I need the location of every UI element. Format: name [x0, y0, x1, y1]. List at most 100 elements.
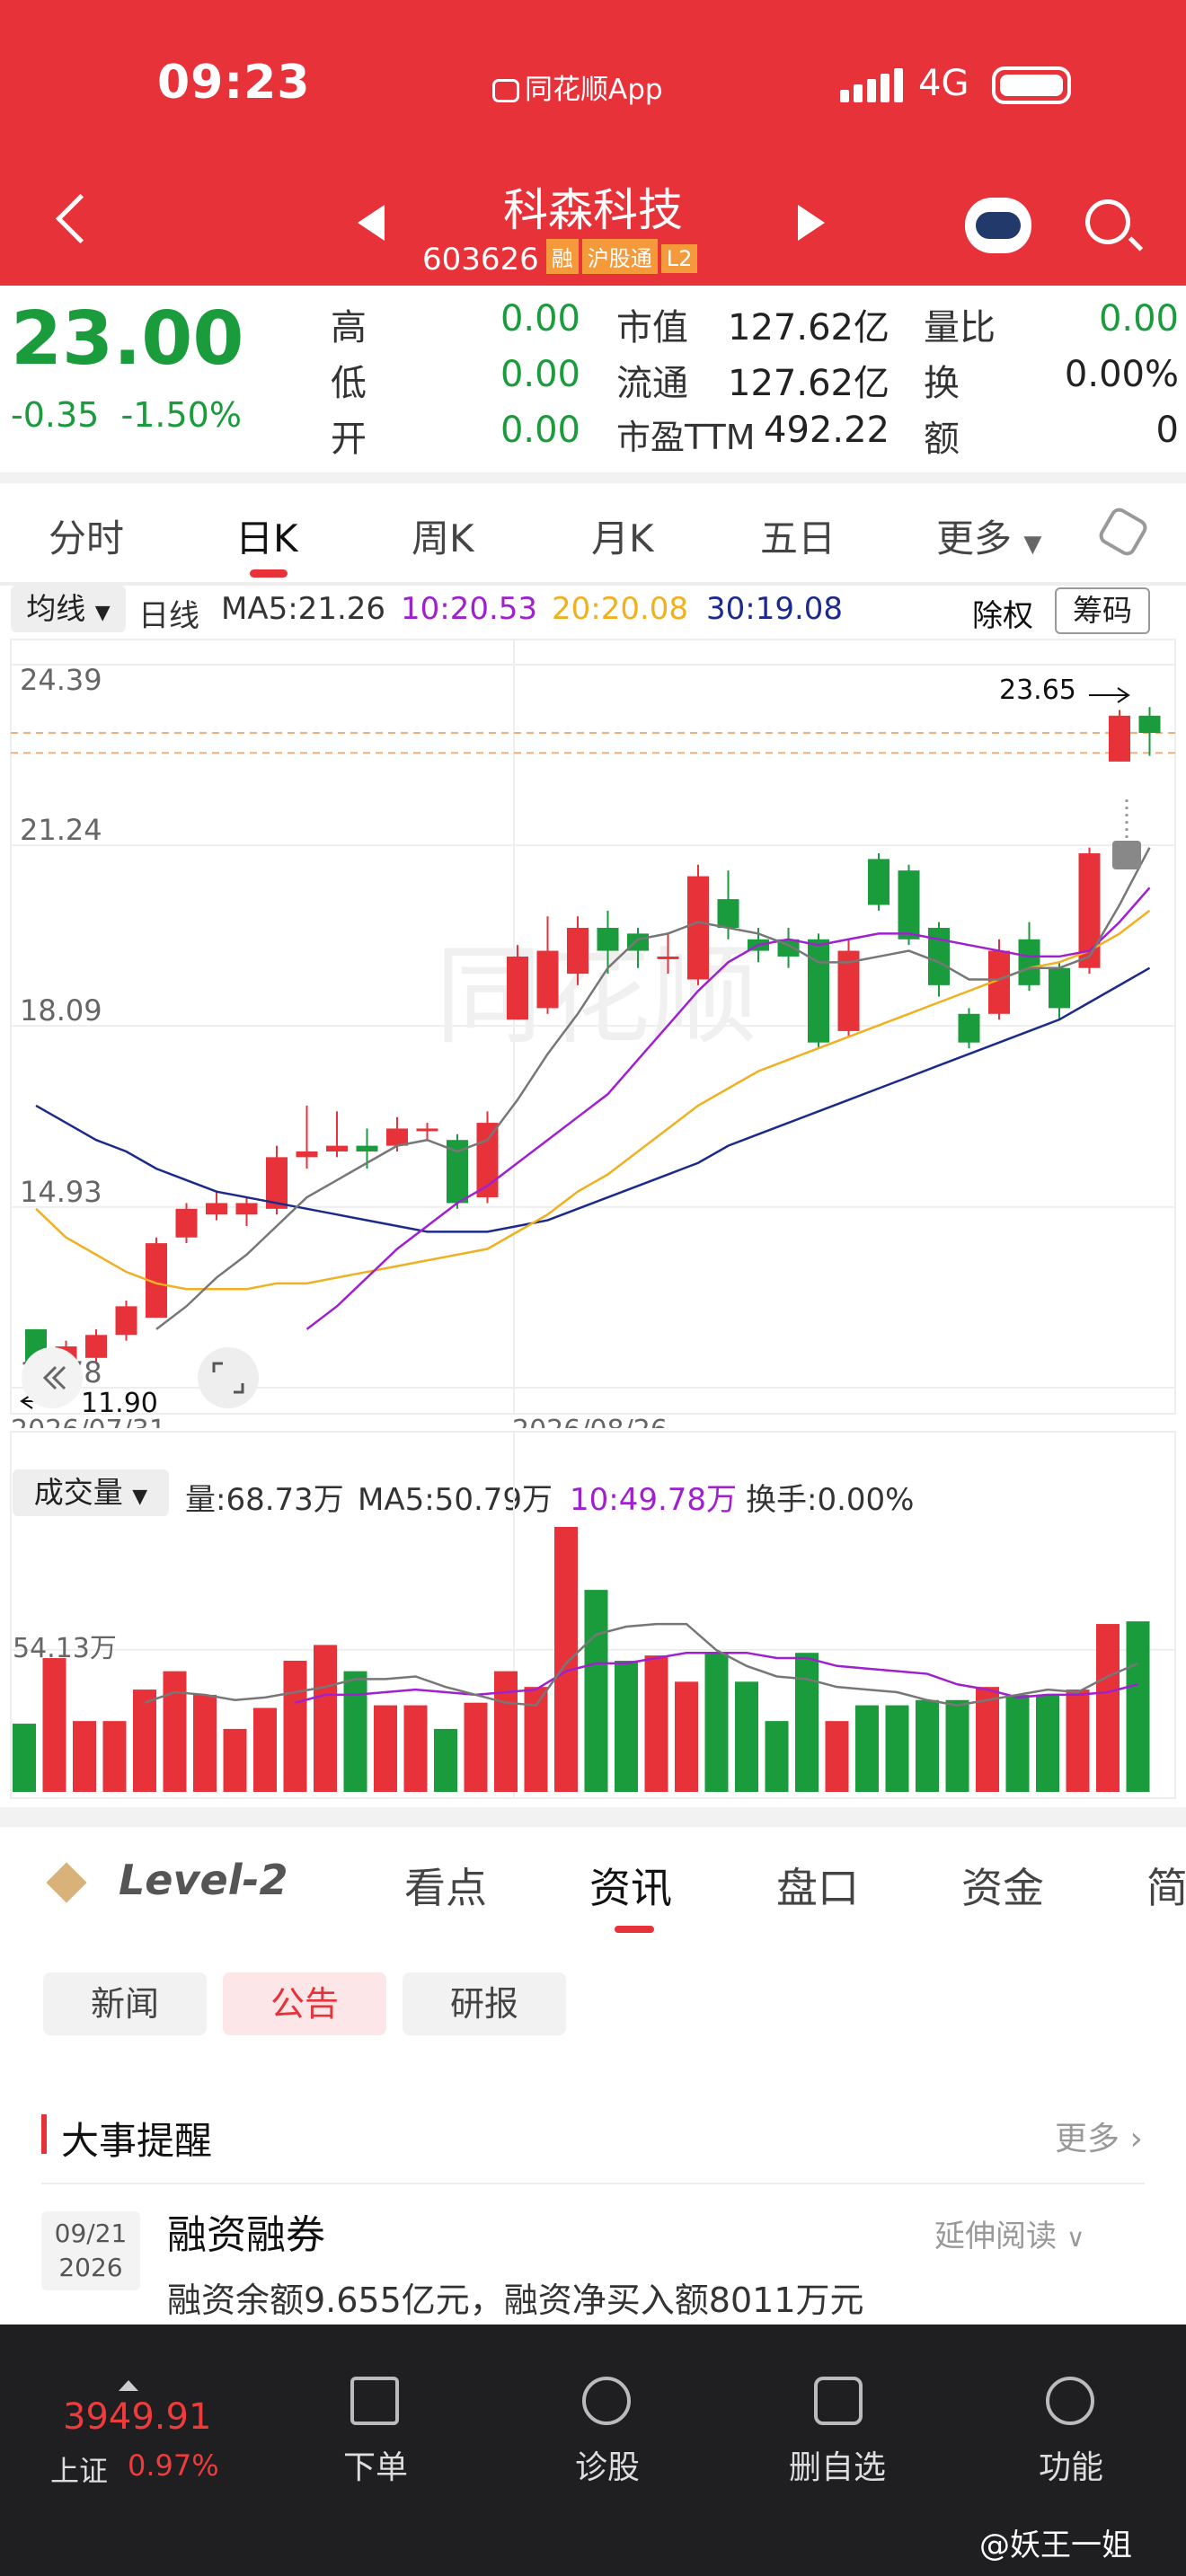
volume-bar[interactable] — [314, 1645, 337, 1792]
candle[interactable] — [296, 1105, 318, 1169]
candle[interactable] — [777, 928, 800, 968]
candle[interactable] — [657, 933, 679, 975]
candle[interactable] — [868, 853, 890, 911]
volume-bar[interactable] — [675, 1681, 698, 1792]
tab-weekly-k[interactable]: 周K — [412, 516, 474, 560]
settings-icon[interactable] — [1095, 504, 1151, 560]
events-more-link[interactable]: 更多 › — [1055, 2113, 1143, 2159]
volume-bar[interactable] — [945, 1699, 969, 1792]
diagnose-label[interactable]: 诊股 — [575, 2449, 641, 2486]
volume-bar[interactable] — [825, 1721, 849, 1792]
candle[interactable] — [85, 1328, 107, 1364]
candle[interactable] — [235, 1197, 258, 1226]
candle[interactable] — [507, 945, 528, 1020]
candle[interactable] — [115, 1300, 137, 1341]
candlestick-chart[interactable]: 同花顺 24.3921.2418.0914.9311.782026/07/312… — [0, 638, 1186, 1428]
tab-brief[interactable]: 简 — [1146, 1864, 1186, 1912]
tab-news-info[interactable]: 资讯 — [589, 1864, 672, 1912]
tab-monthly-k[interactable]: 月K — [591, 516, 654, 560]
volume-bar[interactable] — [554, 1527, 578, 1792]
order-label[interactable]: 下单 — [343, 2449, 409, 2486]
volume-bar[interactable] — [855, 1705, 879, 1792]
candle[interactable] — [416, 1123, 438, 1141]
volume-bar[interactable] — [916, 1699, 939, 1792]
volume-chart[interactable]: 54.13万 — [0, 1428, 1186, 1805]
fullscreen-icon[interactable] — [198, 1347, 259, 1408]
volume-bar[interactable] — [524, 1687, 548, 1792]
candle[interactable] — [1138, 707, 1161, 756]
volume-bar[interactable] — [1066, 1689, 1090, 1792]
tab-level2[interactable]: Level-2 — [119, 1856, 288, 1904]
functions-icon[interactable] — [1046, 2377, 1094, 2425]
candle[interactable] — [326, 1111, 348, 1158]
robot-assistant-icon[interactable] — [965, 198, 1031, 253]
volume-bar[interactable] — [434, 1728, 457, 1792]
volume-bar[interactable] — [704, 1653, 729, 1792]
volume-bar[interactable] — [73, 1721, 96, 1792]
index-value[interactable]: 3949.91 — [63, 2396, 212, 2438]
remove-watchlist-label[interactable]: 删自选 — [789, 2449, 887, 2486]
volume-bar[interactable] — [1096, 1624, 1120, 1792]
candle[interactable] — [898, 864, 920, 946]
search-icon[interactable] — [1085, 199, 1130, 244]
subtab-news[interactable]: 新闻 — [43, 1972, 207, 2035]
volume-bar[interactable] — [102, 1721, 127, 1792]
tab-daily-k[interactable]: 日K — [235, 516, 298, 560]
volume-bar[interactable] — [133, 1689, 156, 1792]
candle[interactable] — [146, 1237, 167, 1319]
subtab-research[interactable]: 研报 — [403, 1972, 566, 2035]
candle[interactable] — [687, 864, 709, 985]
volume-bar[interactable] — [283, 1660, 307, 1792]
volume-bar[interactable] — [374, 1705, 397, 1792]
functions-label[interactable]: 功能 — [1039, 2449, 1104, 2486]
volume-bar[interactable] — [1126, 1621, 1150, 1792]
remove-watchlist-icon[interactable] — [814, 2377, 863, 2425]
volume-bar[interactable] — [494, 1671, 518, 1792]
next-stock-icon[interactable] — [798, 205, 825, 241]
tab-more[interactable]: 更多 ▼ — [936, 508, 1041, 563]
volume-bar[interactable] — [13, 1724, 36, 1792]
subtab-announcements[interactable]: 公告 — [223, 1972, 386, 2035]
tab-order-book[interactable]: 盘口 — [776, 1864, 859, 1912]
volume-bar[interactable] — [976, 1687, 999, 1792]
candle[interactable] — [1078, 847, 1101, 975]
candle[interactable] — [1049, 962, 1070, 1020]
event-title[interactable]: 融资融券 — [167, 2212, 325, 2258]
tab-capital[interactable]: 资金 — [961, 1864, 1044, 1912]
adjust-toggle[interactable]: 除权 — [972, 598, 1033, 634]
volume-bar[interactable] — [615, 1660, 638, 1792]
volume-bar[interactable] — [765, 1721, 789, 1792]
volume-bar[interactable] — [1005, 1694, 1030, 1792]
volume-bar[interactable] — [223, 1728, 247, 1792]
volume-indicator-select[interactable]: 成交量 ▼ — [13, 1469, 169, 1516]
volume-bar[interactable] — [885, 1705, 909, 1792]
tab-intraday[interactable]: 分时 — [49, 516, 125, 560]
volume-bar[interactable] — [253, 1707, 277, 1792]
tab-five-day[interactable]: 五日 — [760, 516, 836, 560]
expand-reading-button[interactable]: 延伸阅读 ∨ — [934, 2211, 1084, 2255]
candle[interactable] — [808, 933, 829, 1049]
volume-bar[interactable] — [584, 1590, 608, 1792]
volume-bar[interactable] — [403, 1705, 428, 1792]
diagnose-icon[interactable] — [582, 2377, 631, 2425]
expand-up-icon[interactable] — [119, 2380, 138, 2391]
indicator-select[interactable]: 均线 ▼ — [11, 586, 126, 632]
volume-bar[interactable] — [42, 1658, 66, 1792]
candle[interactable] — [567, 916, 589, 985]
volume-bar[interactable] — [795, 1653, 819, 1792]
prev-stock-icon[interactable] — [358, 205, 385, 241]
candle[interactable] — [1109, 710, 1130, 762]
candle[interactable] — [597, 910, 619, 975]
signal-b-icon[interactable] — [1112, 841, 1141, 869]
volume-bar[interactable] — [464, 1702, 488, 1792]
order-icon[interactable] — [350, 2377, 399, 2425]
volume-bar[interactable] — [193, 1694, 217, 1792]
tab-highlights[interactable]: 看点 — [404, 1864, 487, 1912]
volume-bar[interactable] — [735, 1681, 758, 1792]
volume-bar[interactable] — [644, 1655, 668, 1792]
volume-bar[interactable] — [163, 1671, 187, 1792]
candle[interactable] — [536, 916, 559, 1014]
candle[interactable] — [837, 939, 860, 1037]
candle[interactable] — [175, 1203, 198, 1244]
candle[interactable] — [1018, 922, 1040, 992]
